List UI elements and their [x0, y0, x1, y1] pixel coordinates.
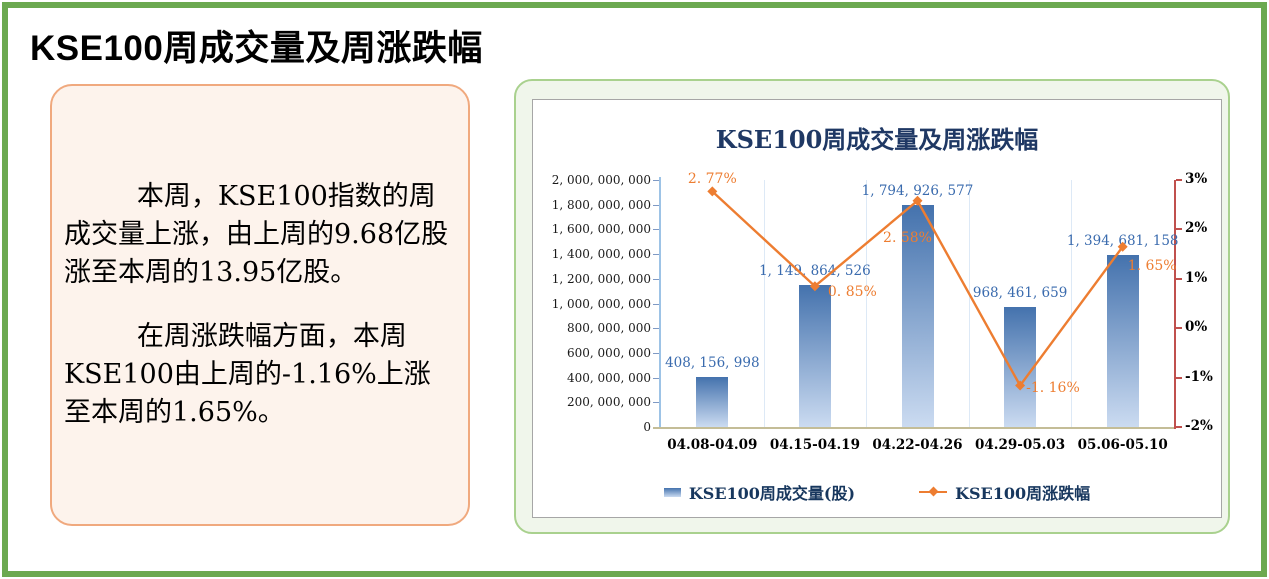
left-axis-tick: [653, 278, 660, 280]
bar-value-label: 1, 794, 926, 577: [861, 183, 974, 200]
right-axis-tick-label: 2%: [1185, 220, 1208, 237]
bar: [1004, 307, 1037, 427]
left-axis-tick-label: 1, 800, 000, 000: [551, 197, 651, 212]
right-axis-tick: [1176, 327, 1182, 330]
line-value-label: 2. 77%: [687, 171, 737, 188]
left-axis-tick: [653, 204, 660, 206]
line-value-label: -1. 16%: [1026, 379, 1080, 396]
summary-box: 本周，KSE100指数的周成交量上涨，由上周的9.68亿股涨至本周的13.95亿…: [50, 84, 470, 526]
bar-value-label: 408, 156, 998: [665, 354, 760, 371]
legend-label-volume: KSE100周成交量(股): [688, 484, 856, 503]
right-axis-tick-label: -2%: [1185, 418, 1213, 434]
plot-gridline: [968, 180, 970, 427]
left-axis-line: [659, 177, 661, 427]
summary-paragraph-change: 在周涨跌幅方面，本周KSE100由上周的-1.16%上涨至本周的1.65%。: [64, 321, 431, 428]
chart-canvas: KSE100周成交量及周涨跌幅 KSE100周成交量(股) KSE100周涨跌幅…: [532, 99, 1222, 518]
left-axis-tick: [653, 229, 660, 231]
chart-title: KSE100周成交量及周涨跌幅: [715, 125, 1039, 154]
category-label: 05.06-05.10: [1077, 437, 1168, 453]
legend-item-change: KSE100周涨跌幅: [919, 480, 1090, 504]
left-axis-tick-label: 200, 000, 000: [567, 395, 651, 410]
left-axis-tick: [653, 402, 660, 404]
left-axis-tick-label: 1, 200, 000, 000: [551, 271, 651, 286]
bar-value-label: 968, 461, 659: [972, 285, 1068, 302]
right-axis-tick: [1176, 228, 1182, 231]
bottom-axis-line: [653, 427, 1174, 429]
left-axis-tick: [653, 254, 660, 256]
bar-value-label: 1, 149, 864, 526: [759, 262, 871, 279]
left-axis-tick-label: 0: [643, 420, 651, 434]
plot-gridline: [866, 180, 868, 427]
left-axis-tick-label: 2, 000, 000, 000: [551, 173, 651, 187]
right-axis-line: [1174, 180, 1176, 429]
left-axis-tick-label: 1, 000, 000, 000: [551, 296, 651, 311]
right-axis-tick-label: 3%: [1185, 171, 1208, 187]
plot-gridline: [763, 180, 765, 427]
category-label: 04.08-04.09: [667, 437, 758, 453]
left-axis-tick-label: 800, 000, 000: [567, 321, 651, 336]
bar: [696, 376, 729, 427]
summary-paragraph-volume: 本周，KSE100指数的周成交量上涨，由上周的9.68亿股涨至本周的13.95亿…: [64, 181, 449, 288]
legend-item-volume: KSE100周成交量(股): [663, 480, 856, 504]
chart-card: KSE100周成交量及周涨跌幅 KSE100周成交量(股) KSE100周涨跌幅…: [514, 79, 1230, 534]
left-axis-tick-label: 400, 000, 000: [567, 370, 651, 385]
left-axis-tick: [653, 180, 660, 181]
bar-series-swatch-icon: [663, 487, 681, 497]
left-axis-tick-label: 1, 600, 000, 000: [551, 222, 651, 237]
right-axis-tick-label: 0%: [1185, 319, 1208, 336]
diamond-marker-icon: [928, 486, 939, 497]
bar-value-label: 1, 394, 681, 158: [1066, 232, 1179, 249]
right-axis-tick-label: 1%: [1185, 269, 1208, 286]
line-value-label: 0. 85%: [827, 284, 877, 301]
right-axis-tick: [1176, 426, 1182, 428]
line-value-label: 1. 65%: [1127, 257, 1177, 274]
category-label: 04.22-04.26: [872, 437, 963, 453]
category-label: 04.15-04.19: [769, 437, 860, 453]
page-title: KSE100周成交量及周涨跌幅: [30, 29, 483, 68]
left-axis-tick-label: 1, 400, 000, 000: [551, 247, 651, 262]
left-axis-tick: [653, 303, 660, 305]
bar: [1106, 254, 1139, 427]
chart-legend: KSE100周成交量(股) KSE100周涨跌幅: [533, 480, 1221, 504]
bar: [798, 284, 831, 427]
right-axis-tick: [1176, 277, 1182, 280]
left-axis-tick: [653, 377, 660, 379]
left-axis-tick: [653, 352, 660, 354]
right-axis-tick: [1176, 179, 1182, 181]
line-value-label: 2. 58%: [883, 229, 932, 246]
right-axis-tick-label: -1%: [1185, 368, 1213, 385]
legend-label-change: KSE100周涨跌幅: [955, 484, 1091, 503]
category-label: 04.29-05.03: [975, 437, 1066, 453]
left-axis-tick: [653, 328, 660, 330]
right-axis-tick: [1176, 376, 1182, 379]
line-marker-icon: [707, 186, 718, 197]
left-axis-tick-label: 600, 000, 000: [567, 345, 651, 360]
line-series-swatch-icon: [919, 486, 948, 497]
